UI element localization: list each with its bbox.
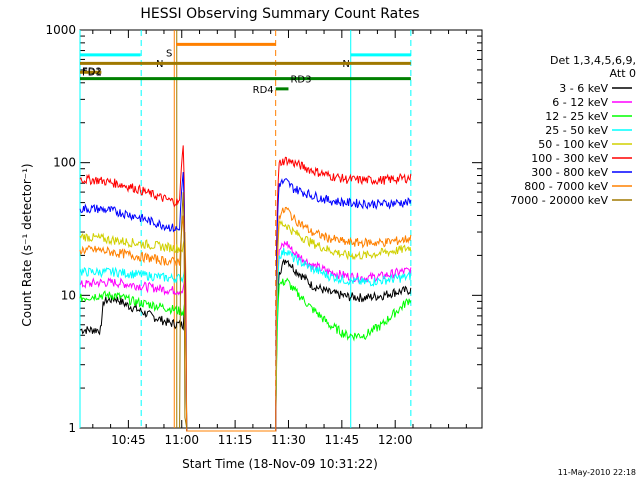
series-line [79,240,412,432]
series-line [79,206,412,432]
legend-label: 50 - 100 keV [538,138,608,151]
series-line [79,247,412,432]
series-line [79,277,412,432]
legend-label: 3 - 6 keV [559,82,608,95]
annotation-label: RD3 [290,75,311,86]
annotation-label: S [166,48,172,59]
legend-label: 800 - 7000 keV [524,180,608,193]
x-tick-label: 11:30 [271,433,306,447]
x-axis-label: Start Time (18-Nov-09 10:31:22) [182,457,378,471]
y-axis-label: Count Rate (s⁻¹ detector⁻¹) [20,163,34,326]
annotation-label: FD2 [82,66,102,77]
legend-header: Det 1,3,4,5,6,9, [550,54,636,67]
legend-header: Att 0 [610,67,636,80]
legend-label: 12 - 25 keV [545,110,608,123]
x-tick-label: 11:00 [164,433,199,447]
annotation-label: RD4 [253,85,274,96]
attenuator-annotations: NNSFD1FD2RD3RD4 [80,42,411,96]
y-tick-label: 1000 [45,23,76,37]
series-lines [79,145,412,432]
x-tick-label: 12:00 [378,433,413,447]
y-tick-label: 1 [68,421,76,435]
y-tick-label: 100 [53,156,76,170]
legend-label: 100 - 300 keV [531,152,608,165]
legend-label: 25 - 50 keV [545,124,608,137]
footer-date: 11-May-2010 22:18 [558,468,636,477]
legend-label: 6 - 12 keV [552,96,608,109]
x-tick-label: 11:15 [218,433,253,447]
chart-title: HESSI Observing Summary Count Rates [140,6,419,22]
plot-axes: 10:45 11:00 11:15 11:30 11:45 12:00 1 10 100 1000 [45,23,483,447]
legend-label: 300 - 800 keV [531,166,608,179]
vertical-markers [79,30,412,428]
x-tick-label: 11:45 [325,433,360,447]
y-tick-label: 10 [61,288,76,302]
legend-label: 7000 - 20000 keV [510,194,608,207]
series-line [79,145,412,432]
x-tick-label: 10:45 [111,433,146,447]
series-line [179,192,188,429]
